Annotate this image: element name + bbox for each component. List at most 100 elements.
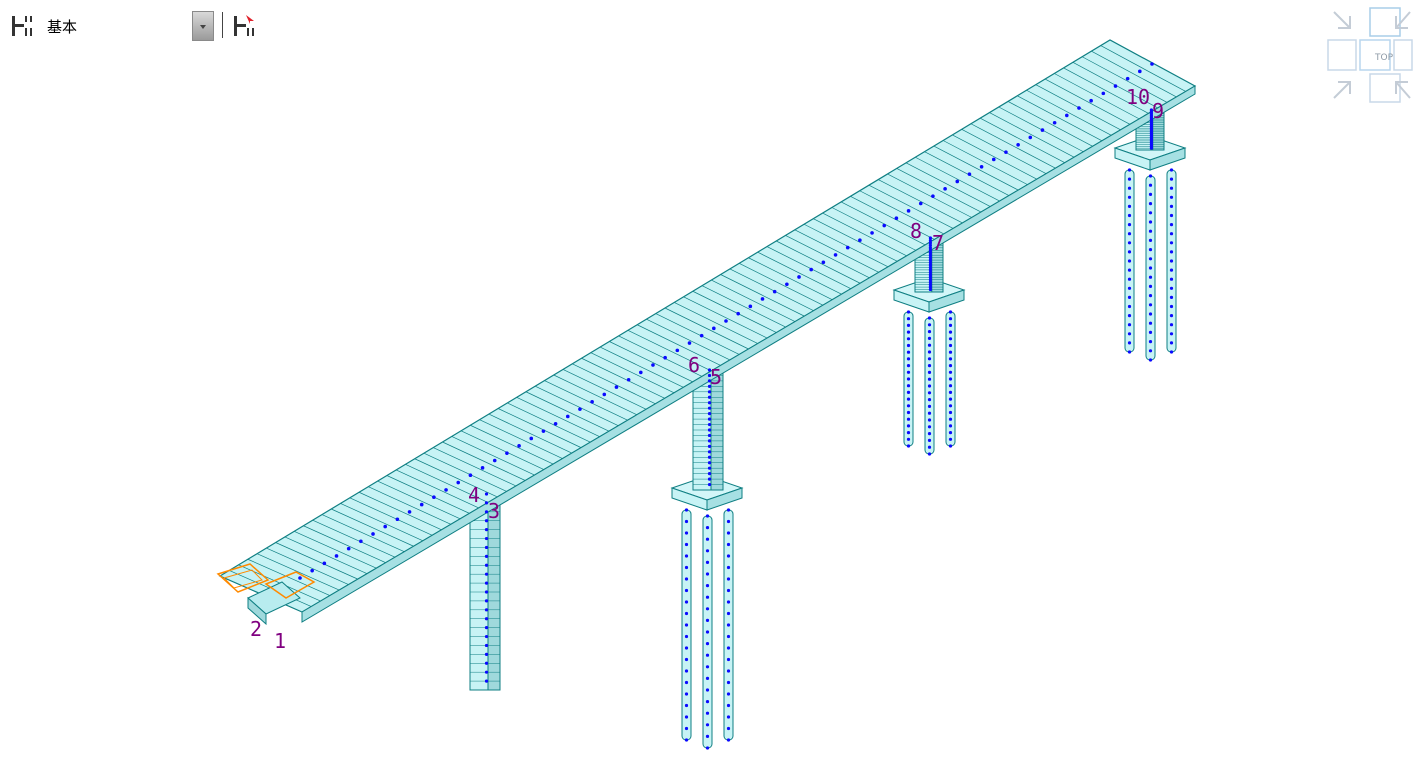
- pile-node: [705, 653, 710, 657]
- pile-node: [948, 370, 953, 374]
- pier-node: [928, 241, 933, 245]
- deck-segment-line: [637, 324, 721, 366]
- pile-node: [948, 317, 953, 321]
- pile-node: [684, 531, 689, 535]
- pile-node: [1127, 204, 1132, 208]
- deck-segment-line: [766, 246, 851, 290]
- deck-segment-line: [1044, 78, 1131, 125]
- pile-node: [684, 519, 689, 524]
- abutment: [216, 563, 316, 626]
- pier-node: [928, 278, 933, 282]
- pier-node: [707, 472, 712, 476]
- pile-node: [906, 417, 911, 421]
- pier-node: [707, 439, 712, 443]
- pile-node: [906, 404, 911, 408]
- deck-node: [553, 422, 558, 426]
- deck-node: [663, 355, 667, 360]
- pier-node: [707, 417, 712, 421]
- pile-node: [927, 370, 932, 374]
- pile-node: [1148, 358, 1153, 362]
- pile-node: [906, 350, 911, 354]
- deck-node: [651, 363, 655, 367]
- deck-segment-line: [794, 229, 879, 273]
- deck-node: [736, 311, 740, 316]
- deck-node: [322, 561, 327, 566]
- deck-segment-line: [331, 508, 414, 547]
- pile-node: [684, 611, 689, 616]
- deck-node: [517, 444, 521, 448]
- pier-node: [707, 450, 712, 454]
- pile-node: [906, 410, 911, 415]
- pier-node: [484, 510, 489, 514]
- pier-node: [928, 238, 933, 243]
- viewcube[interactable]: TOP: [1326, 6, 1414, 104]
- pile-node: [726, 646, 731, 650]
- pier-node: [928, 280, 933, 284]
- pile-node: [1127, 232, 1132, 236]
- deck-node: [809, 267, 813, 272]
- toolbar: 基本: [0, 0, 300, 50]
- node-number-label: 3: [488, 499, 500, 523]
- deck-segment-line: [414, 458, 498, 498]
- deck-segment-line: [776, 240, 861, 284]
- deck-segment-line: [386, 475, 470, 514]
- pile-node: [1169, 241, 1174, 245]
- pile-node: [1127, 286, 1132, 290]
- deck-node: [760, 297, 765, 301]
- deck-segment-line: [256, 553, 340, 591]
- pile-node: [1169, 350, 1174, 354]
- pile-node: [1127, 195, 1132, 199]
- pier-node: [484, 626, 489, 630]
- pile-node: [726, 542, 731, 547]
- pile-node: [726, 738, 731, 742]
- pile-cap-side: [706, 487, 743, 511]
- mode-dropdown-button[interactable]: [192, 11, 214, 41]
- layer-settings-icon[interactable]: [10, 12, 36, 40]
- deck-segment-line: [850, 196, 935, 240]
- deck-segment-line: [952, 134, 1038, 180]
- deck-segment-line: [451, 436, 535, 476]
- pile-node: [1127, 341, 1132, 345]
- deck-segment-line: [739, 263, 824, 306]
- pile-node: [1127, 259, 1132, 263]
- pile-node: [705, 746, 710, 750]
- pier-node: [707, 390, 712, 394]
- layer-options-icon[interactable]: [232, 12, 258, 40]
- deck-segment-line: [544, 380, 628, 421]
- pile-node: [948, 364, 953, 368]
- pier-node: [484, 661, 489, 665]
- pile-node: [726, 554, 731, 558]
- pile-node: [906, 343, 911, 348]
- node-number-label: 4: [468, 483, 480, 507]
- deck-segment-line: [887, 173, 972, 218]
- pile-node: [948, 350, 953, 354]
- deck-node: [712, 326, 716, 331]
- deck-node: [845, 245, 850, 250]
- deck-node: [529, 436, 534, 441]
- deck-segment-line: [572, 363, 656, 405]
- pile-node: [1148, 211, 1153, 215]
- pile-node: [705, 711, 710, 715]
- deck-segment-line: [1082, 56, 1168, 103]
- pile-node: [927, 425, 932, 429]
- pile-node: [705, 630, 710, 634]
- pile-node: [948, 444, 953, 448]
- deck-node: [505, 451, 509, 455]
- deck-segment-line: [479, 419, 563, 459]
- pile-node: [1127, 295, 1132, 299]
- pier-node: [484, 634, 489, 639]
- pile-node: [1148, 174, 1153, 178]
- deck-node: [748, 304, 753, 309]
- deck-segment-line: [868, 184, 954, 229]
- pier-node: [707, 466, 712, 470]
- pile-node: [1127, 177, 1132, 181]
- pier-node: [1149, 146, 1153, 150]
- deck-node: [675, 348, 680, 353]
- pile-node: [1127, 168, 1132, 172]
- deck-segment-line: [516, 397, 600, 437]
- pile-node: [1127, 213, 1132, 218]
- pile-node: [705, 618, 710, 623]
- pile-node: [927, 316, 932, 320]
- pier-node: [707, 455, 712, 459]
